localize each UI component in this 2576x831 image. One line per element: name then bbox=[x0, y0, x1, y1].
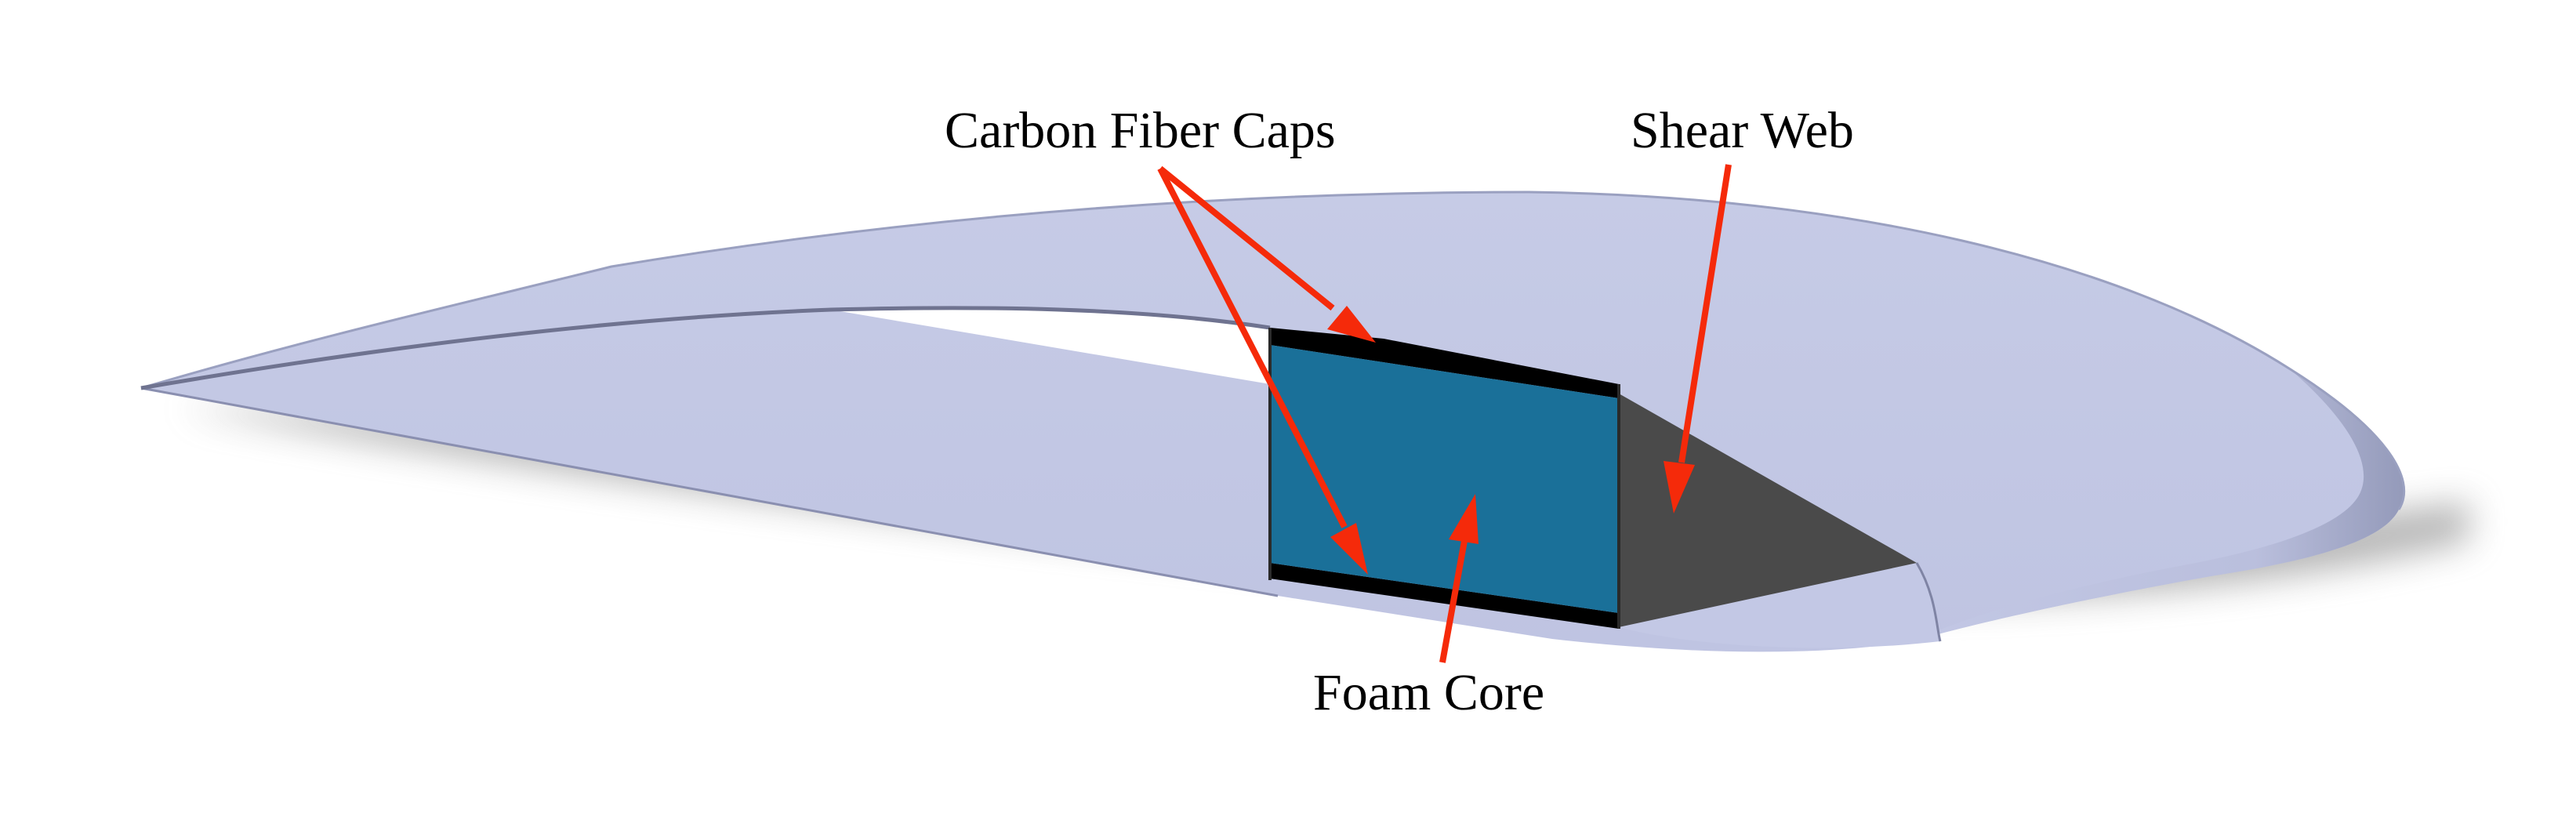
carbon-cap-bottom bbox=[1270, 563, 1619, 629]
shear-web bbox=[1619, 394, 1917, 627]
label-carbon-fiber-caps: Carbon Fiber Caps bbox=[945, 102, 1336, 159]
wing-cavity bbox=[140, 306, 1271, 390]
lower-skin-section bbox=[1619, 562, 1942, 648]
label-foam-core: Foam Core bbox=[1313, 664, 1544, 721]
carbon-cap-top bbox=[1270, 328, 1619, 398]
label-shear-web: Shear Web bbox=[1631, 102, 1854, 159]
arrows bbox=[1157, 164, 1732, 663]
